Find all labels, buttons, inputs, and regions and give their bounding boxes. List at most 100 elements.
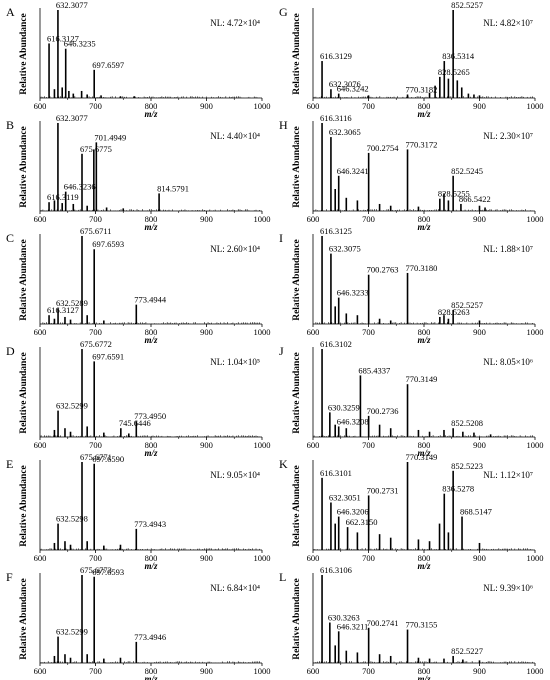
x-tick-label: 700: [362, 214, 375, 224]
x-tick-label: 700: [89, 101, 102, 111]
x-tick-label: 900: [473, 440, 486, 450]
panel-J: J Relative Abundance 616.3102 685.4337 770.3…: [279, 339, 544, 458]
panel-B: B Relative Abundance 632.3077 701.4949 675.6…: [6, 113, 271, 232]
peak-label: 770.3180: [406, 263, 438, 273]
x-tick-label: 900: [200, 101, 213, 111]
peak-label: 700.2741: [367, 618, 399, 628]
peak-label: 828.5255: [438, 189, 470, 199]
peak-label: 646.3242: [337, 84, 369, 94]
x-axis-label: m/z: [417, 561, 431, 571]
panel-C: C Relative Abundance 675.6711 697.6593 632.5…: [6, 226, 271, 345]
peak-label: 852.5257: [451, 0, 483, 10]
x-tick-label: 900: [200, 214, 213, 224]
peak-label: 852.5223: [451, 461, 483, 471]
peak-label: 646.3211: [337, 621, 369, 631]
peak-label: 632.5299: [56, 627, 88, 637]
peak-label: 632.3051: [329, 492, 361, 502]
peak-label: 852.5227: [451, 646, 483, 656]
x-tick-label: 800: [418, 101, 431, 111]
x-tick-label: 600: [307, 327, 320, 337]
nl-label: NL: 6.84×10⁴: [210, 583, 260, 593]
x-tick-label: 1000: [527, 666, 544, 676]
x-tick-label: 900: [200, 666, 213, 676]
x-axis-label: m/z: [144, 222, 158, 232]
peak-label: 697.6597: [92, 60, 124, 70]
peak-label: 745.6446: [119, 418, 151, 428]
peak-label: 675.6775: [80, 144, 112, 154]
panel-letter: L: [279, 570, 286, 584]
peak-label: 852.5208: [451, 418, 483, 428]
panel-G: G Relative Abundance 852.5257 836.5314 828.5…: [279, 0, 544, 119]
x-tick-label: 600: [307, 440, 320, 450]
nl-label: NL: 2.60×10⁴: [210, 244, 260, 254]
x-tick-label: 1000: [254, 327, 271, 337]
x-tick-label: 1000: [254, 553, 271, 563]
panel-letter: K: [279, 457, 288, 471]
peak-label: 630.3259: [328, 402, 360, 412]
nl-label: NL: 1.88×10⁷: [483, 244, 533, 254]
x-axis-label: m/z: [144, 335, 158, 345]
nl-label: NL: 2.30×10⁷: [483, 131, 533, 141]
peak-label: 616.3116: [320, 113, 352, 123]
x-tick-label: 600: [34, 101, 47, 111]
x-tick-label: 1000: [527, 214, 544, 224]
x-tick-label: 600: [34, 666, 47, 676]
nl-label: NL: 4.72×10⁴: [210, 18, 260, 28]
x-tick-label: 600: [307, 101, 320, 111]
y-axis-label: Relative Abundance: [19, 13, 29, 95]
peak-label: 828.5265: [438, 67, 470, 77]
x-tick-label: 900: [473, 327, 486, 337]
x-tick-label: 600: [307, 666, 320, 676]
x-tick-label: 700: [89, 214, 102, 224]
x-tick-label: 900: [473, 214, 486, 224]
x-tick-label: 1000: [527, 440, 544, 450]
peak-label: 697.6591: [92, 351, 124, 361]
peak-label: 697.6590: [92, 454, 124, 464]
peak-label: 773.4950: [134, 411, 166, 421]
x-tick-label: 600: [307, 214, 320, 224]
x-tick-label: 900: [200, 327, 213, 337]
x-tick-label: 900: [473, 666, 486, 676]
peak-label: 701.4949: [94, 132, 126, 142]
x-tick-label: 900: [200, 440, 213, 450]
peak-label: 616.3101: [320, 468, 352, 478]
y-axis-label: Relative Abundance: [19, 352, 29, 434]
nl-label: NL: 4.82×10⁷: [483, 18, 533, 28]
peak-label: 868.5147: [460, 507, 492, 517]
x-tick-label: 700: [89, 666, 102, 676]
x-tick-label: 900: [473, 101, 486, 111]
peak-label: 675.6771: [80, 452, 112, 462]
x-axis-label: m/z: [417, 335, 431, 345]
x-axis-label: m/z: [144, 448, 158, 458]
x-tick-label: 800: [418, 327, 431, 337]
x-tick-label: 800: [145, 101, 158, 111]
peak-label: 866.5422: [459, 194, 491, 204]
peak-label: 773.4944: [134, 295, 167, 305]
x-tick-label: 700: [89, 553, 102, 563]
nl-label: NL: 1.04×10⁵: [210, 357, 260, 367]
x-tick-label: 600: [34, 327, 47, 337]
panel-letter: G: [279, 5, 288, 19]
x-axis-label: m/z: [417, 109, 431, 119]
peak-label: 632.3075: [329, 244, 361, 254]
y-axis-label: Relative Abundance: [292, 126, 302, 208]
y-axis-label: Relative Abundance: [19, 239, 29, 321]
x-axis-label: m/z: [417, 448, 431, 458]
peak-label: 616.3102: [320, 339, 352, 349]
peak-label: 675.6711: [80, 226, 112, 236]
x-tick-label: 800: [418, 553, 431, 563]
x-tick-label: 1000: [527, 101, 544, 111]
x-tick-label: 800: [145, 666, 158, 676]
panel-letter: C: [6, 231, 14, 245]
peak-label: 616.3127: [47, 305, 79, 315]
x-axis-label: m/z: [144, 674, 158, 680]
x-tick-label: 700: [362, 553, 375, 563]
peak-label: 616.3127: [47, 33, 79, 43]
x-axis-label: m/z: [144, 561, 158, 571]
x-tick-label: 900: [473, 553, 486, 563]
x-tick-label: 600: [34, 440, 47, 450]
x-tick-label: 600: [34, 214, 47, 224]
y-axis-label: Relative Abundance: [19, 578, 29, 660]
